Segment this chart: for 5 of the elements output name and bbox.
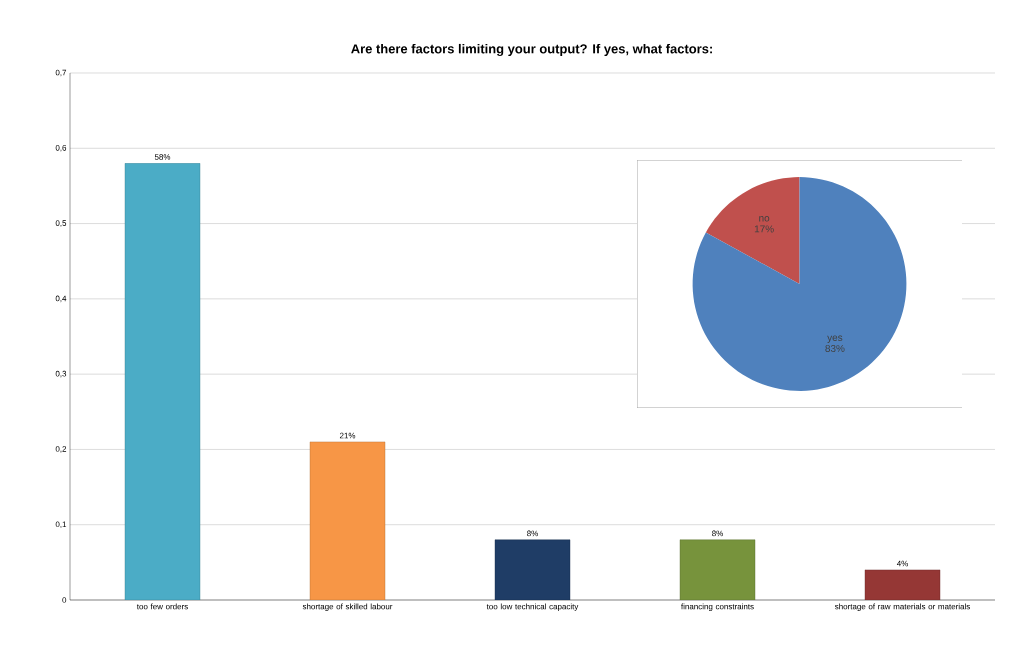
- data-label: 83%: [825, 344, 845, 352]
- slice-label: no: [759, 216, 770, 222]
- slice-label: yes: [827, 335, 843, 343]
- chart-title: Are there factors limiting your output? If yes, what factors:: [351, 43, 712, 57]
- data-label: 17%: [754, 225, 774, 233]
